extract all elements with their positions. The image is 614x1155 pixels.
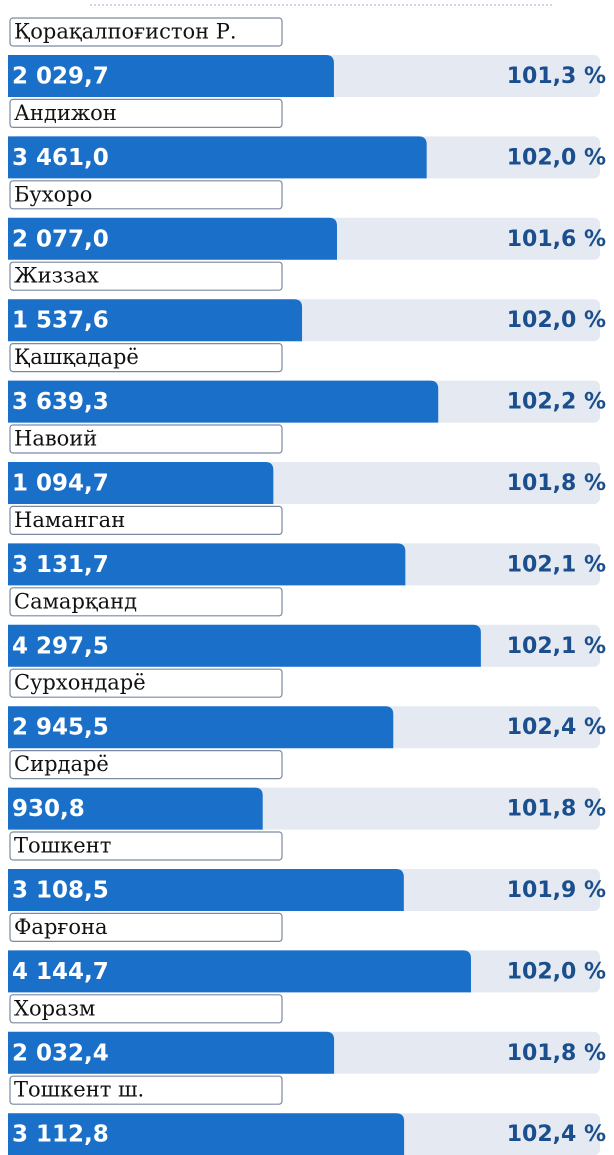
percent-label: 101,8 % <box>507 797 606 822</box>
percent-label: 102,0 % <box>507 145 606 170</box>
label-box <box>9 17 283 47</box>
value-label: 4 297,5 <box>12 633 109 659</box>
category-label: Самарқанд <box>14 589 137 613</box>
label-box <box>9 587 283 617</box>
percent-label: 101,9 % <box>507 878 606 903</box>
percent-label: 102,4 % <box>507 715 606 740</box>
value-label: 930,8 <box>12 796 85 822</box>
category-label: Тошкент ш. <box>14 1078 144 1102</box>
value-label: 2 032,4 <box>12 1040 109 1066</box>
bar <box>8 624 481 667</box>
label-box <box>9 343 283 373</box>
label-box <box>9 424 283 454</box>
label-box <box>9 1075 283 1105</box>
percent-label: 102,0 % <box>507 959 606 984</box>
bar <box>8 136 427 179</box>
category-label: Жиззах <box>14 264 99 288</box>
bar <box>8 869 404 911</box>
label-box <box>9 505 283 535</box>
label-box <box>9 994 283 1024</box>
bar <box>8 55 334 97</box>
percent-label: 102,2 % <box>507 390 606 415</box>
label-box <box>9 668 283 698</box>
value-label: 3 112,8 <box>12 1122 109 1148</box>
value-label: 2 077,0 <box>12 226 109 252</box>
value-label: 1 094,7 <box>12 471 109 497</box>
category-label: Фарғона <box>14 915 108 939</box>
percent-label: 101,8 % <box>507 1041 606 1066</box>
percent-label: 102,0 % <box>507 308 606 333</box>
bar <box>8 299 303 342</box>
category-label: Андижон <box>14 101 117 125</box>
label-box <box>9 180 283 210</box>
value-label: 3 108,5 <box>12 878 109 904</box>
value-label: 3 461,0 <box>12 145 109 171</box>
category-label: Қашқадарё <box>14 345 139 369</box>
category-label: Наманган <box>14 508 125 532</box>
value-label: 2 029,7 <box>12 64 109 90</box>
value-label: 2 945,5 <box>12 715 109 741</box>
category-label: Хоразм <box>14 996 95 1020</box>
label-box <box>9 261 283 291</box>
label-box <box>9 912 283 943</box>
percent-label: 102,1 % <box>507 634 606 659</box>
label-box <box>9 831 283 861</box>
bar <box>8 1113 405 1155</box>
bar <box>8 217 337 260</box>
label-box <box>9 98 283 129</box>
category-label: Тошкент <box>14 834 111 858</box>
bar <box>8 706 394 749</box>
category-label: Бухоро <box>14 182 92 206</box>
label-box <box>9 749 283 780</box>
bar <box>8 543 406 586</box>
percent-label: 102,4 % <box>507 1122 606 1147</box>
bar <box>8 1031 335 1074</box>
bar <box>8 787 263 830</box>
value-label: 1 537,6 <box>12 308 109 334</box>
value-label: 4 144,7 <box>12 959 109 985</box>
percent-label: 102,1 % <box>507 552 606 577</box>
bar <box>8 380 439 423</box>
percent-label: 101,8 % <box>507 471 606 496</box>
category-label: Сирдарё <box>14 752 109 776</box>
percent-label: 101,6 % <box>507 227 606 252</box>
value-label: 3 639,3 <box>12 389 109 415</box>
percent-label: 101,3 % <box>507 64 606 89</box>
bar <box>8 462 274 504</box>
category-label: Қорақалпоғистон Р. <box>14 20 237 44</box>
category-label: Навоий <box>14 427 97 451</box>
bar <box>8 950 471 993</box>
category-label: Сурхондарё <box>14 671 146 695</box>
value-label: 3 131,7 <box>12 552 109 578</box>
